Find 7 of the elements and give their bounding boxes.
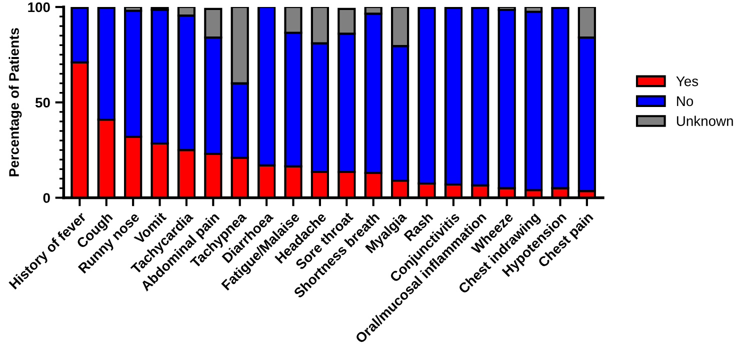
y-axis-title: Percentage of Patients: [8, 28, 22, 176]
y-tick-label: 100: [28, 2, 50, 12]
legend-label: Unknown: [676, 116, 733, 126]
legend-label: Yes: [676, 76, 698, 86]
legend-label: No: [677, 96, 694, 106]
y-tick-label: 50: [35, 98, 50, 108]
y-tick-label: 0: [43, 193, 50, 203]
